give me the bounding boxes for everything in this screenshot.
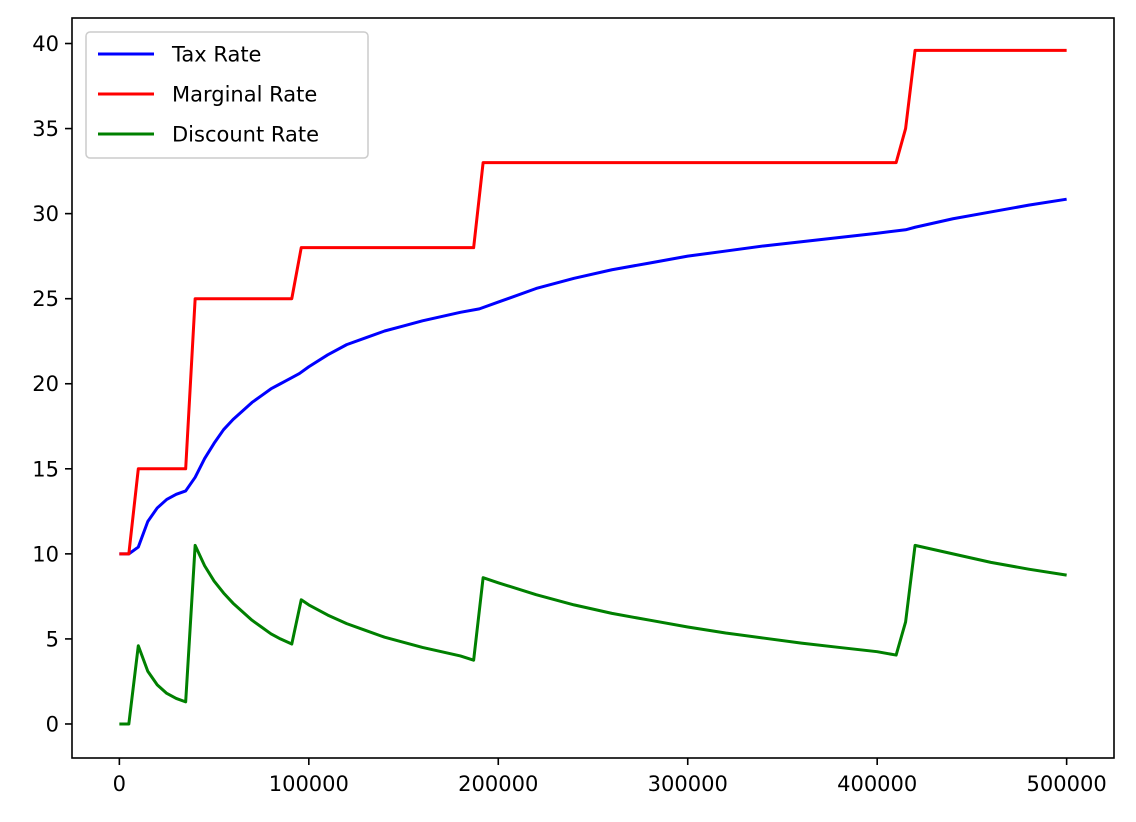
series-line-marginal-rate xyxy=(119,48,1067,556)
legend-label: Tax Rate xyxy=(171,43,261,67)
y-tick-label: 5 xyxy=(46,627,59,651)
legend: Tax Rate Marginal Rate Discount Rate xyxy=(85,31,369,159)
y-tick-label: 25 xyxy=(32,287,59,311)
y-tick-label: 30 xyxy=(32,202,59,226)
y-tick-label: 15 xyxy=(32,457,59,481)
y-tick-label: 0 xyxy=(46,712,59,736)
x-tick-label: 500000 xyxy=(1027,772,1107,796)
y-tick-label: 10 xyxy=(32,542,59,566)
legend-label: Marginal Rate xyxy=(172,83,317,107)
x-tick-label: 300000 xyxy=(648,772,728,796)
x-tick-label: 100000 xyxy=(269,772,349,796)
series-line-discount-rate xyxy=(119,543,1067,726)
x-tick-label: 200000 xyxy=(458,772,538,796)
plot-area xyxy=(119,48,1067,726)
x-tick-label: 400000 xyxy=(837,772,917,796)
y-tick-label: 35 xyxy=(32,117,59,141)
axes: 0 100000 200000 300000 400000 500000 0 5 10 15 20 2… xyxy=(32,17,1115,796)
x-tick-label: 0 xyxy=(113,772,126,796)
y-tick-label: 20 xyxy=(32,372,59,396)
legend-label: Discount Rate xyxy=(172,123,319,147)
y-tick-label: 40 xyxy=(32,32,59,56)
series-line-tax-rate xyxy=(119,197,1067,556)
axes-frame xyxy=(71,17,1115,759)
legend-box xyxy=(85,31,369,159)
